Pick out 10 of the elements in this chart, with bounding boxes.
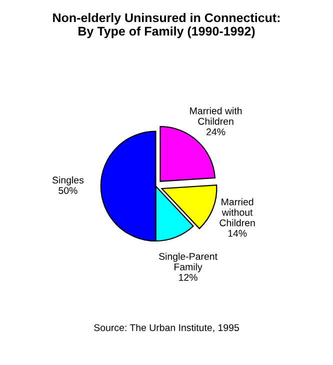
- data-label: 50%: [58, 187, 78, 194]
- slice-label: Married with Children: [190, 107, 242, 125]
- data-label: 12%: [179, 274, 198, 281]
- slice-label: Singles: [52, 176, 84, 186]
- data-label: 14%: [228, 230, 247, 237]
- slice-label: Married without Children: [220, 198, 255, 226]
- slice-label: Single-Parent Family: [159, 252, 218, 272]
- data-label: 24%: [206, 128, 226, 136]
- source-note: Source: The Urban Institute, 1995: [94, 324, 239, 332]
- chart-title: Non-elderly Uninsured in Connecticut: By Type of Family (1990-1992): [53, 12, 280, 38]
